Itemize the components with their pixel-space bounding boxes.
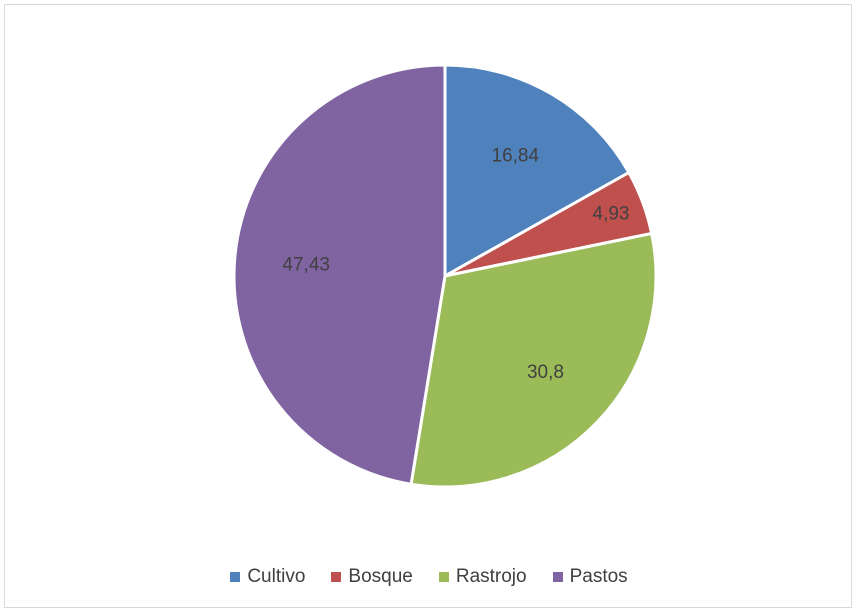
data-label-pastos: 47,43 bbox=[282, 254, 330, 275]
legend-label-bosque: Bosque bbox=[348, 566, 413, 587]
pie-slice-rastrojo bbox=[409, 231, 658, 489]
pie-slices bbox=[232, 63, 658, 489]
pie-slice-cultivo bbox=[443, 63, 631, 279]
data-label-bosque: 4,93 bbox=[593, 203, 630, 224]
legend-swatch-pastos bbox=[552, 572, 563, 582]
legend-item-rastrojo: Rastrojo bbox=[438, 566, 527, 588]
pie-data-labels: 16,84 4,93 30,8 47,43 bbox=[282, 145, 629, 383]
pie-slice-pastos bbox=[232, 63, 447, 486]
data-label-cultivo: 16,84 bbox=[492, 145, 540, 166]
data-label-rastrojo: 30,8 bbox=[527, 362, 564, 383]
legend-label-pastos: Pastos bbox=[569, 566, 628, 587]
legend-item-cultivo: Cultivo bbox=[230, 566, 305, 588]
legend-item-pastos: Pastos bbox=[552, 566, 628, 588]
legend-item-bosque: Bosque bbox=[331, 566, 413, 588]
legend-label-rastrojo: Rastrojo bbox=[455, 566, 527, 587]
legend-label-cultivo: Cultivo bbox=[247, 566, 306, 587]
legend-swatch-rastrojo bbox=[438, 572, 449, 582]
legend-swatch-bosque bbox=[331, 572, 342, 582]
legend: Cultivo Bosque Rastrojo Pastos bbox=[0, 566, 858, 588]
legend-swatch-cultivo bbox=[230, 572, 241, 582]
